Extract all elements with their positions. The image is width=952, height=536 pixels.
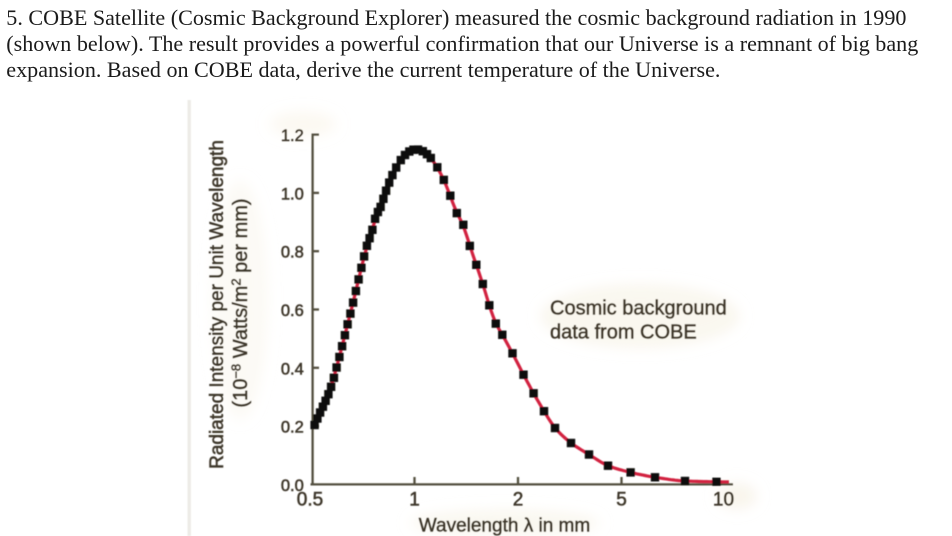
- svg-text:0.5: 0.5: [297, 490, 323, 511]
- svg-text:0.2: 0.2: [281, 419, 304, 437]
- svg-text:(10−8 Watts/m2 per mm): (10−8 Watts/m2 per mm): [229, 198, 253, 407]
- svg-text:1.0: 1.0: [281, 185, 304, 203]
- svg-text:1.2: 1.2: [281, 127, 304, 145]
- svg-text:0.4: 0.4: [281, 360, 304, 378]
- svg-text:1: 1: [409, 490, 420, 511]
- svg-text:0.6: 0.6: [281, 302, 304, 320]
- svg-text:2: 2: [513, 490, 524, 511]
- svg-text:5: 5: [616, 490, 627, 511]
- svg-text:10: 10: [713, 490, 734, 511]
- svg-text:Cosmic background: Cosmic background: [550, 298, 727, 320]
- svg-text:0.8: 0.8: [281, 244, 304, 262]
- svg-text:Wavelength λ in mm: Wavelength λ in mm: [419, 516, 590, 536]
- svg-text:Radiated Intensity per Unit Wa: Radiated Intensity per Unit Wavelength: [207, 140, 228, 469]
- svg-text:data from COBE: data from COBE: [550, 322, 697, 344]
- svg-text:0.0: 0.0: [281, 477, 304, 495]
